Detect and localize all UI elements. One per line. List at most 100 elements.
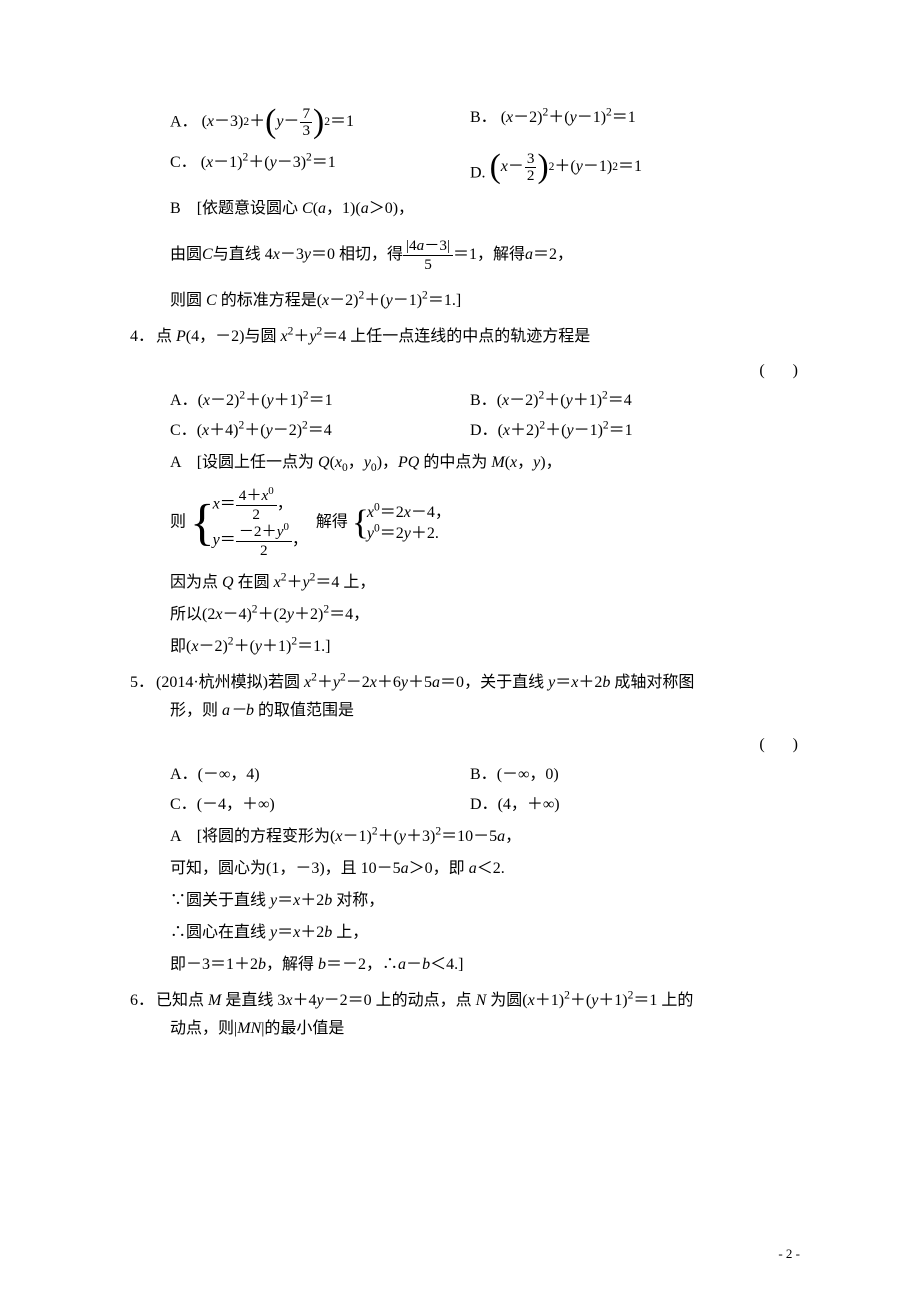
q6-stem1-mid2: －2＝0 上的动点，点 <box>324 992 476 1009</box>
q5-choice-c: C．(－4，＋∞) <box>170 793 470 817</box>
q4-brace1: { x＝4＋x02， y＝－2＋y02， <box>190 487 308 559</box>
q4-sol-l1-pq: PQ <box>398 454 419 471</box>
q3-sol-l1-prefix: [依题意设圆心 <box>197 200 302 217</box>
q4-sol-line5: 即(x－2)2＋(y＋1)2＝1.] <box>170 635 810 659</box>
q4-choice-c: C．(x＋4)2＋(y－2)2＝4 <box>170 419 470 443</box>
q4-stem-prefix: 点 <box>156 328 176 345</box>
q6-stem1-x2: x <box>528 992 535 1009</box>
q4-sol-l1-prefix: [设圆上任一点为 <box>197 454 318 471</box>
q4-sol-l3-eq: x2＋y2＝4 上， <box>274 574 376 591</box>
q5-stem1-eq: x2＋y2－2x＋6y＋5a＝0 <box>304 674 464 691</box>
q3-sol-l3-rest: 的标准方程是(x－2)2＋(y－1)2＝1.] <box>217 292 461 309</box>
q4-d-label: D． <box>470 422 498 439</box>
q4-num: 4． <box>130 325 156 349</box>
q3-sol-l1-suffix: ，1)( <box>326 200 361 217</box>
q3-sol-l3-prefix: 则圆 <box>170 292 206 309</box>
q5-sol-ans: A <box>170 828 181 845</box>
q3-sol-l1-c: C <box>302 200 313 217</box>
q3-b-expr: (x－2)2＋(y－1)2＝1 <box>501 109 636 126</box>
q4-sol-line1: A [设圆上任一点为 Q(x0，y0)，PQ 的中点为 M(x，y)， <box>170 451 810 475</box>
q5-sol-line5: 即－3＝1＋2b，解得 b＝－2，∴a－b＜4.] <box>170 953 810 977</box>
page-number: - 2 - <box>778 1246 800 1262</box>
q6-stem1-m: M <box>208 992 221 1009</box>
q5-b-label: B． <box>470 766 497 783</box>
q5-b-expr: (－∞，0) <box>497 766 559 783</box>
q6: 6． 已知点 M 是直线 3x＋4y－2＝0 上的动点，点 N 为圆(x＋1)2… <box>130 989 810 1013</box>
q6-num: 6． <box>130 989 156 1013</box>
q3-sol-l2-mid: 与直线 4 <box>213 243 273 267</box>
q4-a-label: A． <box>170 392 198 409</box>
q4-sol-brace-row: 则 { x＝4＋x02， y＝－2＋y02， 解得 { x0＝2x－4， y0＝… <box>170 487 810 559</box>
q3-sol-l1-a2: a <box>361 200 369 217</box>
q6-stem1-mid3: 为圆( <box>486 992 527 1009</box>
q4-choice-row-2: C．(x＋4)2＋(y－2)2＝4 D．(x＋2)2＋(y－1)2＝1 <box>170 419 810 443</box>
q5-sol-line4: ∴圆心在直线 y＝x＋2b 上， <box>170 921 810 945</box>
q4-b-expr: (x－2)2＋(y＋1)2＝4 <box>497 392 632 409</box>
q5-sol-l1: [将圆的方程变形为(x－1)2＋(y＋3)2＝10－5a， <box>197 828 521 845</box>
q3-sol-l2-frac: |4a－3|5 <box>403 237 453 273</box>
q5-choice-a: A．(－∞，4) <box>170 763 470 787</box>
q3-choice-a: A． (x－3)2＋(y－73)2＝1 <box>170 106 470 139</box>
q5-choice-row-1: A．(－∞，4) B．(－∞，0) <box>170 763 810 787</box>
q6-stem2-prefix: 动点，则| <box>170 1020 237 1037</box>
q6-stem2-end: |的最小值是 <box>261 1020 344 1037</box>
q3-d-label: D. <box>470 164 486 181</box>
q4-a-expr: (x－2)2＋(y＋1)2＝1 <box>198 392 333 409</box>
q5-d-expr: (4，＋∞) <box>498 796 560 813</box>
q4-sol-line3: 因为点 Q 在圆 x2＋y2＝4 上， <box>170 571 810 595</box>
q3-sol-l2-c: C <box>202 243 213 267</box>
q4-c-label: C． <box>170 422 197 439</box>
q5-stem: (2014·杭州模拟)若圆 x2＋y2－2x＋6y＋5a＝0，关于直线 y＝x＋… <box>156 671 810 695</box>
q6-stem1-p1: ＋1)2＋( <box>535 992 591 1009</box>
q3-choice-row-1: A． (x－3)2＋(y－73)2＝1 B． (x－2)2＋(y－1)2＝1 <box>170 106 810 139</box>
q3-b-label: B． <box>470 109 497 126</box>
q5-stem1-prefix: 若圆 <box>268 674 304 691</box>
brace-left-1: { <box>190 500 215 546</box>
q5-a-expr: (－∞，4) <box>198 766 260 783</box>
q4-sol-l1-m: M <box>491 454 504 471</box>
q5-a-label: A． <box>170 766 198 783</box>
q4-c-expr: (x＋4)2＋(y－2)2＝4 <box>197 422 332 439</box>
q3-sol-l2-minus: －3 <box>280 243 304 267</box>
q4-choice-row-1: A．(x－2)2＋(y＋1)2＝1 B．(x－2)2＋(y＋1)2＝4 <box>170 389 810 413</box>
q4-b-label: B． <box>470 392 497 409</box>
q3-choice-row-2: C． (x－1)2＋(y－3)2＝1 D. (x－32)2＋(y－1)2＝1 <box>170 151 810 185</box>
q4-sol-line4: 所以(2x－4)2＋(2y＋2)2＝4， <box>170 603 810 627</box>
q5-stem2-ab: a－b <box>222 702 254 719</box>
q3-sol-l2-y: y <box>304 243 311 267</box>
q4-stem-p: P <box>176 328 186 345</box>
q5-sol-line2: 可知，圆心为(1，－3)，且 10－5a＞0，即 a＜2. <box>170 857 810 881</box>
q3-sol-l2-eq1: ＝1，解得 <box>453 243 525 267</box>
q4-stem: 点 P(4，－2)与圆 x2＋y2＝4 上任一点连线的中点的轨迹方程是 <box>156 325 810 349</box>
q4-sol-then: 则 <box>170 514 186 531</box>
q3-choice-c: C． (x－1)2＋(y－3)2＝1 <box>170 151 470 185</box>
q3-a-expr: (x－3)2＋(y－73)2＝1 <box>202 106 354 139</box>
q4-sol-jiede: 解得 <box>316 514 348 531</box>
q5-src: (2014·杭州模拟) <box>156 674 268 691</box>
q3-sol-ans: B <box>170 200 181 217</box>
q4: 4． 点 P(4，－2)与圆 x2＋y2＝4 上任一点连线的中点的轨迹方程是 <box>130 325 810 349</box>
q6-stem1-y: y <box>316 992 323 1009</box>
q3-c-expr: (x－1)2＋(y－3)2＝1 <box>201 154 336 171</box>
q3-sol-line2: 由圆 C 与直线 4x－3y＝0 相切，得|4a－3|5＝1，解得 a＝2， <box>170 237 573 273</box>
q5-choice-row-2: C．(－4，＋∞) D．(4，＋∞) <box>170 793 810 817</box>
q5-c-label: C． <box>170 796 197 813</box>
q4-sol-l1-mid: 的中点为 <box>419 454 491 471</box>
q3-sol-l1-end: ＞0)， <box>369 200 414 217</box>
q5-stem2-end: 的取值范围是 <box>254 702 354 719</box>
q6-stem1-plus: ＋4 <box>292 992 316 1009</box>
q3-sol-l2-end: ＝2， <box>533 243 573 267</box>
q5-choice-d: D．(4，＋∞) <box>470 793 790 817</box>
q4-d-expr: (x＋2)2＋(y－1)2＝1 <box>498 422 633 439</box>
q5-c-expr: (－4，＋∞) <box>197 796 275 813</box>
q4-paren: ( ) <box>130 359 810 383</box>
q4-sol-l3-q: Q <box>222 574 234 591</box>
q4-choice-a: A．(x－2)2＋(y＋1)2＝1 <box>170 389 470 413</box>
q6-stem2: 动点，则|MN|的最小值是 <box>170 1017 810 1041</box>
q3-sol-l2-prefix: 由圆 <box>170 243 202 267</box>
q4-sol-l3-mid: 在圆 <box>234 574 274 591</box>
q3-d-expr: (x－32)2＋(y－1)2＝1 <box>490 151 642 184</box>
q4-sol-l1-args: (x0，y0)， <box>330 454 398 471</box>
q3-choice-d: D. (x－32)2＋(y－1)2＝1 <box>470 151 790 185</box>
q5-num: 5． <box>130 671 156 695</box>
